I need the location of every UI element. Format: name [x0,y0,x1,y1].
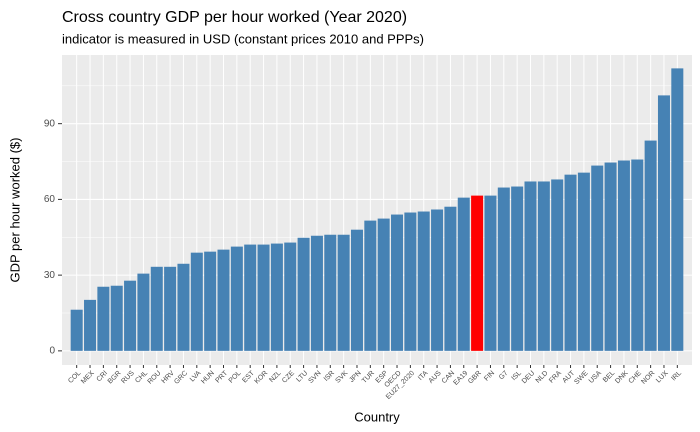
x-tick-label: TUR [361,370,376,385]
x-tick-label: LTU [295,370,309,384]
bar [270,243,283,351]
bar [604,162,617,351]
x-tick-label: FRA [548,370,563,385]
bar [177,263,190,351]
bar [551,179,564,351]
bar [377,218,390,351]
bar [577,172,590,351]
bar [150,266,163,351]
x-tick-label: RUS [120,370,136,386]
bar [511,186,524,351]
x-tick-label: DNK [614,370,630,386]
bar [204,251,217,351]
x-tick-label: MEX [80,370,96,386]
bar [337,234,350,351]
bar [671,68,684,351]
x-tick-label: G7 [498,370,510,382]
y-tick-label: 90 [44,118,56,129]
bar [324,234,337,351]
x-tick-label: USA [588,370,603,385]
bar [564,174,577,351]
x-tick-label: POL [228,370,243,385]
bar [404,212,417,351]
bar [84,299,97,351]
bar [471,195,484,351]
x-tick-label: ISR [323,370,336,383]
bar [617,160,630,351]
x-tick-label: PRT [214,369,229,384]
bar [524,181,537,351]
x-tick-label: HRV [161,370,177,386]
bar [284,242,297,351]
chart-title: Cross country GDP per hour worked (Year … [62,9,407,26]
bar [297,237,310,351]
bar [244,244,257,351]
x-tick-label: KOR [254,370,270,386]
bar [70,309,83,351]
bar [137,273,150,351]
x-tick-label: GBR [467,370,483,386]
x-tick-label: JPN [348,370,362,384]
bar [257,244,270,351]
x-tick-label: LUX [655,370,670,385]
x-tick-label: BEL [602,370,616,384]
bar [217,249,230,351]
bar [484,195,497,351]
x-tick-label: SVK [334,370,349,385]
bar [537,181,550,351]
x-tick-label: SWE [573,370,589,386]
x-tick-label: NLD [535,370,550,385]
x-tick-label: IRL [670,370,683,383]
bar [124,280,137,351]
y-tick-label: 0 [49,346,55,357]
bar [631,159,644,351]
bar [364,220,377,351]
x-tick-label: GRC [173,370,189,386]
chart-subtitle: indicator is measured in USD (constant p… [62,31,424,46]
bar [457,197,470,351]
bar [644,140,657,351]
bar [97,286,110,351]
bar [444,206,457,351]
x-tick-label: AUS [428,370,443,385]
x-tick-label: CZE [281,370,296,385]
x-tick-label: ROU [147,370,163,386]
bar [230,246,243,351]
x-axis-label: Country [354,409,400,424]
x-tick-label: FIN [483,370,496,383]
bar [391,214,404,351]
bar [310,235,323,351]
x-tick-label: DEU [521,370,536,385]
x-tick-label: NZL [268,370,282,384]
bar [190,252,203,351]
x-tick-label: COL [67,370,82,385]
bar [350,229,363,351]
x-tick-label: CHE [628,370,644,386]
y-tick-label: 30 [44,270,56,281]
y-tick-label: 60 [44,194,56,205]
bar [497,187,510,351]
bar [657,95,670,351]
bar [431,209,444,351]
x-tick-label: BGR [107,370,123,386]
x-tick-label: EA19 [452,370,469,387]
bar [110,285,123,351]
y-axis-label: GDP per hour worked ($) [7,138,22,283]
bar [591,165,604,351]
x-tick-label: NOR [640,370,656,386]
bar [417,211,430,351]
x-tick-label: SVN [308,370,323,385]
bar [164,266,177,351]
x-tick-label: HUN [200,370,216,386]
